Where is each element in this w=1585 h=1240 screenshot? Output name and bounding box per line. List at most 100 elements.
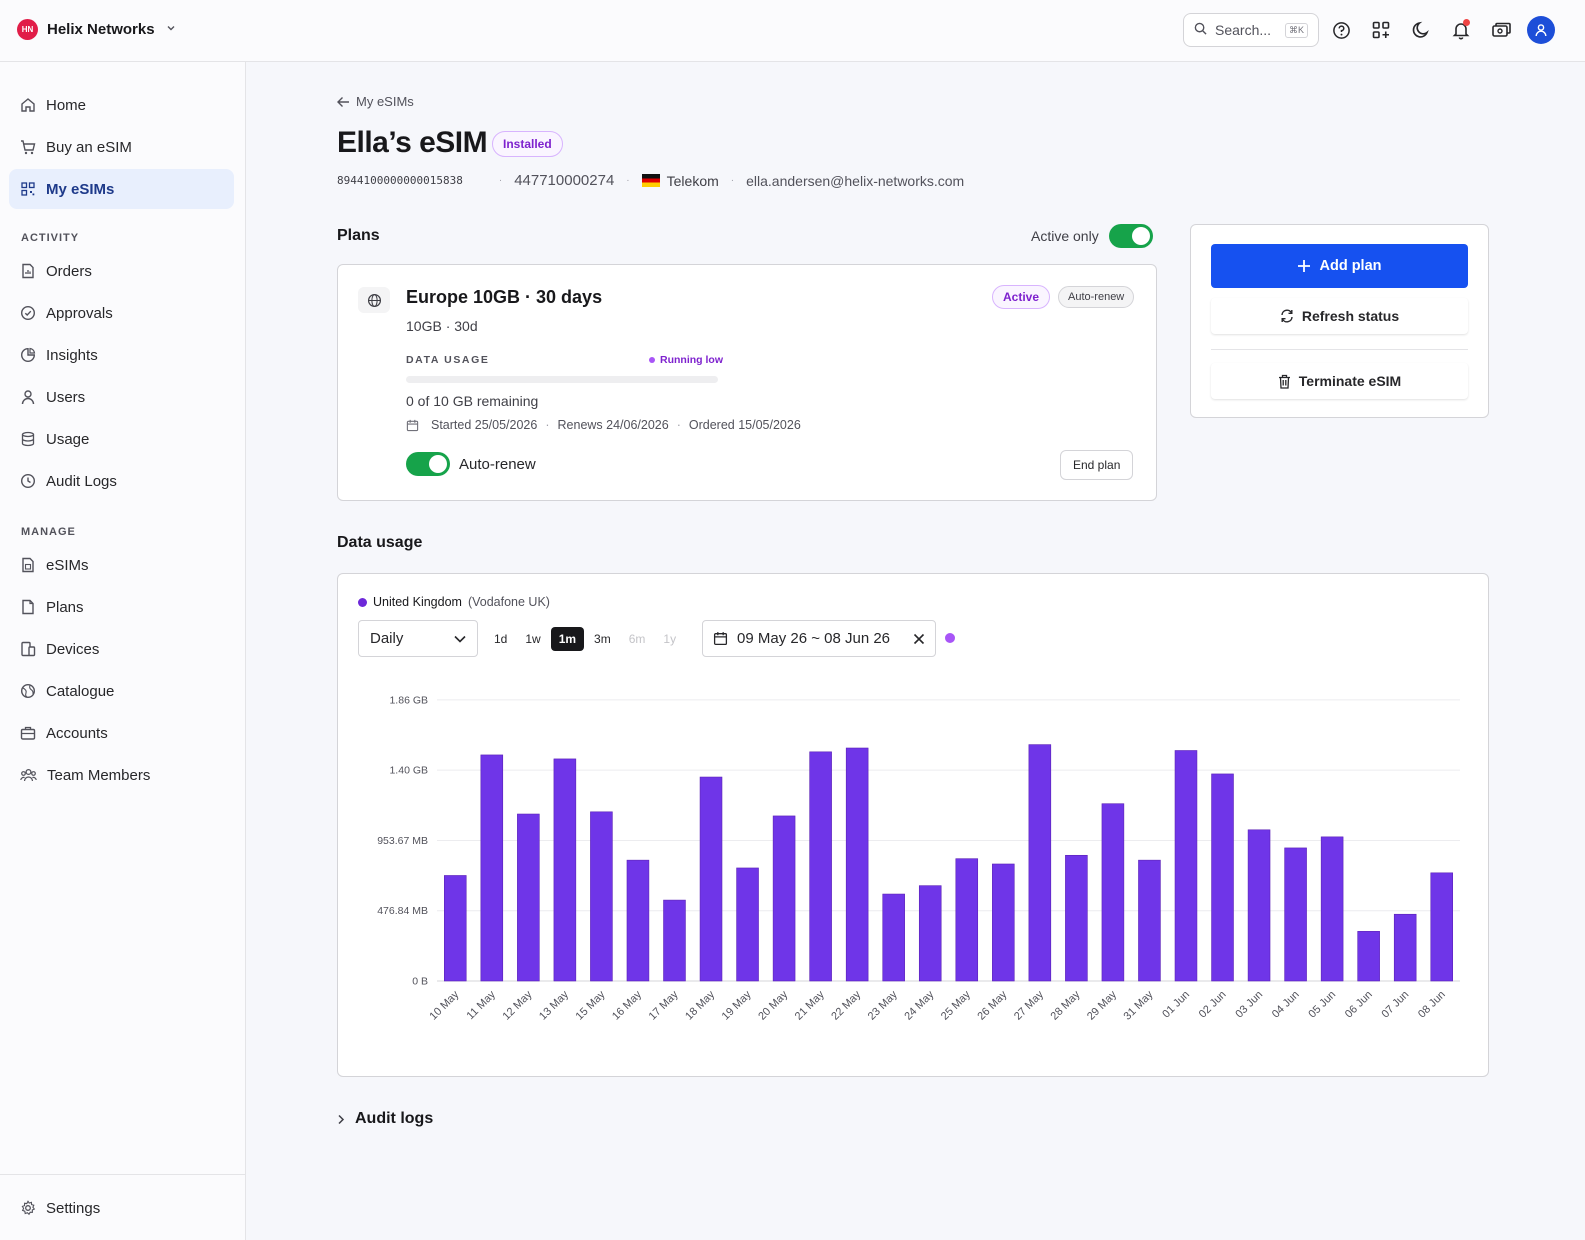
auto-renew-setting: Auto-renew <box>406 452 536 476</box>
meta-separator: · <box>498 175 503 186</box>
chart-bar <box>1138 859 1161 982</box>
sidebar-item-plans[interactable]: Plans <box>9 587 234 627</box>
refresh-icon <box>1281 309 1293 323</box>
range-1m-button[interactable]: 1m <box>550 627 585 651</box>
chart-bar <box>882 893 905 982</box>
esim-actions-card: Add plan Refresh status Terminate eSIM <box>1190 224 1489 418</box>
org-switcher[interactable]: HN Helix Networks <box>17 19 176 40</box>
x-tick-label: 16 May <box>610 988 644 1022</box>
close-icon[interactable] <box>913 633 925 645</box>
dark-mode-icon[interactable] <box>1410 19 1432 41</box>
orders-icon <box>22 263 34 279</box>
clock-icon <box>20 473 36 489</box>
add-plan-button[interactable]: Add plan <box>1211 244 1468 288</box>
interval-value: Daily <box>370 630 404 647</box>
y-tick-label: 953.67 MB <box>377 835 428 847</box>
y-tick-label: 476.84 MB <box>377 905 428 917</box>
sidebar-footer: Settings <box>0 1174 246 1240</box>
x-tick-label: 08 Jun <box>1416 989 1448 1021</box>
devices-icon <box>21 641 36 657</box>
cart-icon <box>21 140 36 155</box>
sidebar-item-devices[interactable]: Devices <box>9 629 234 669</box>
x-tick-label: 05 Jun <box>1306 989 1338 1021</box>
chart-bar <box>736 867 759 982</box>
active-only-label: Active only <box>1031 228 1099 244</box>
sidebar-item-settings[interactable]: Settings <box>9 1188 234 1228</box>
cards-icon[interactable] <box>1490 19 1512 41</box>
terminate-esim-button[interactable]: Terminate eSIM <box>1211 363 1468 399</box>
chart-bar <box>1284 847 1307 982</box>
plan-started: Started 25/05/2026 <box>431 418 538 432</box>
sidebar-item-buy-esim[interactable]: Buy an eSIM <box>9 127 234 167</box>
chart-bar <box>1028 744 1052 982</box>
plan-status-badge: Active <box>992 285 1051 309</box>
terminate-esim-label: Terminate eSIM <box>1298 373 1402 389</box>
y-tick-label: 1.40 GB <box>389 765 428 777</box>
range-1d-button[interactable]: 1d <box>494 632 508 646</box>
data-usage-heading: Data usage <box>337 534 423 551</box>
sidebar-item-usage[interactable]: Usage <box>9 419 234 459</box>
x-tick-label: 26 May <box>975 988 1009 1022</box>
sidebar-item-orders[interactable]: Orders <box>9 251 234 291</box>
sidebar-item-label: Buy an eSIM <box>46 138 132 156</box>
sidebar-item-my-esims[interactable]: My eSIMs <box>9 169 234 209</box>
globe-icon <box>20 683 36 699</box>
x-tick-label: 24 May <box>902 988 936 1022</box>
end-plan-button[interactable]: End plan <box>1060 450 1134 480</box>
breadcrumb[interactable]: My eSIMs <box>337 94 414 109</box>
sidebar-item-label: Insights <box>46 346 98 364</box>
plan-name: Europe 10GB · 30 days <box>406 287 603 307</box>
user-avatar[interactable] <box>1527 16 1555 44</box>
chart-bar <box>444 875 467 982</box>
sidebar-item-label: Audit Logs <box>46 472 117 490</box>
chart-bar <box>1320 836 1344 982</box>
sidebar-item-catalogue[interactable]: Catalogue <box>9 671 234 711</box>
auto-renew-toggle[interactable] <box>406 452 450 476</box>
sidebar-item-esims[interactable]: eSIMs <box>9 545 234 585</box>
chart-bar <box>517 813 540 982</box>
interval-select[interactable]: Daily <box>358 620 478 657</box>
sidebar-item-audit-logs[interactable]: Audit Logs <box>9 461 234 501</box>
calendar-icon <box>406 419 419 431</box>
page-title: Ella’s eSIM <box>337 126 488 159</box>
org-logo: HN <box>17 19 38 40</box>
range-1w-button[interactable]: 1w <box>525 632 541 646</box>
x-tick-label: 01 Jun <box>1160 989 1192 1021</box>
refresh-status-button[interactable]: Refresh status <box>1211 298 1468 334</box>
user-icon <box>21 390 35 405</box>
chart-bar <box>845 747 869 982</box>
sidebar-item-accounts[interactable]: Accounts <box>9 713 234 753</box>
sidebar-item-label: My eSIMs <box>46 180 115 198</box>
sidebar-item-insights[interactable]: Insights <box>9 335 234 375</box>
data-usage-chart: 0 B 476.84 MB 953.67 MB 1.40 GB 1.86 GB 10 Ma… <box>377 694 1460 1023</box>
chart-bar <box>626 859 650 982</box>
date-range-picker[interactable]: 09 May 26 ~ 08 Jun 26 <box>702 620 936 657</box>
sidebar-item-team-members[interactable]: Team Members <box>9 755 234 795</box>
apps-grid-icon[interactable] <box>1370 19 1392 41</box>
sidebar-item-label: Approvals <box>46 304 113 322</box>
chart-bar <box>772 815 796 982</box>
active-only-toggle[interactable] <box>1108 224 1153 248</box>
data-usage-card: United Kingdom (Vodafone UK) Daily 1d 1w… <box>337 573 1489 1077</box>
help-icon[interactable] <box>1330 19 1352 41</box>
sidebar-item-label: Accounts <box>46 724 108 742</box>
running-low-indicator: Running low <box>649 354 723 366</box>
top-bar: HN Helix Networks Search... ⌘K <box>0 0 1585 62</box>
chart-bar <box>1101 803 1125 982</box>
trash-icon <box>1278 374 1290 389</box>
range-3m-button[interactable]: 3m <box>594 632 611 646</box>
chart-bar <box>1065 854 1088 982</box>
audit-logs-toggle[interactable]: Audit logs <box>337 1110 433 1128</box>
sidebar-item-approvals[interactable]: Approvals <box>9 293 234 333</box>
legend-color-dot <box>358 597 367 607</box>
x-tick-label: 15 May <box>574 988 608 1022</box>
bell-icon[interactable] <box>1450 19 1472 41</box>
sidebar-item-users[interactable]: Users <box>9 377 234 417</box>
search-input[interactable]: Search... ⌘K <box>1183 13 1319 47</box>
chart-legend: United Kingdom (Vodafone UK) <box>358 595 550 609</box>
chart-bar <box>1393 913 1417 982</box>
sidebar-item-home[interactable]: Home <box>9 85 234 125</box>
plan-dates: Started 25/05/2026 · Renews 24/06/2026 ·… <box>406 418 801 432</box>
search-placeholder: Search... <box>1215 22 1272 38</box>
chart-bar <box>1247 829 1271 982</box>
